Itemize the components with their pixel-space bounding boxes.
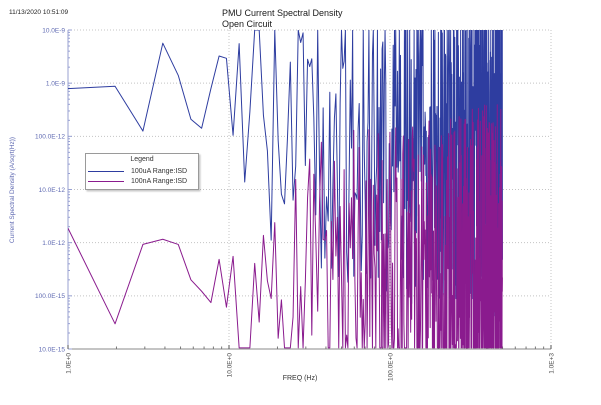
- timestamp: 11/13/2020 10:51:09: [9, 9, 69, 16]
- x-tick-label: 1.0E+0: [66, 353, 73, 374]
- y-tick-label: 100.0E-15: [35, 293, 65, 300]
- y-tick-label: 10.0E-9: [42, 27, 65, 34]
- chart-title: PMU Current Spectral Density: [222, 8, 343, 18]
- x-tick-label: 100.0E+0: [388, 353, 395, 381]
- series-lines: [68, 30, 503, 349]
- legend-title: Legend: [130, 156, 154, 163]
- y-tick-label: 100.0E-12: [35, 134, 65, 141]
- x-tick-label: 10.0E+0: [227, 353, 234, 378]
- legend-label: 100uA Range:ISD: [131, 167, 188, 175]
- y-tick-label: 1.0E-12: [42, 240, 65, 247]
- chart-subtitle: Open Circuit: [222, 19, 273, 29]
- legend-item: 100nA Range:ISD: [86, 176, 198, 186]
- series-line-100na-range-isd: [68, 104, 503, 349]
- axes: [67, 29, 552, 350]
- y-tick-label: 1.0E-9: [46, 80, 66, 87]
- y-axis-title: Current Spectral Density (A/sqrt(Hz)): [9, 137, 16, 243]
- y-tick-label: 10.0E-15: [39, 346, 66, 353]
- legend: Legend 100uA Range:ISD 100nA Range:ISD: [85, 153, 199, 190]
- legend-line-swatch-blue: [88, 170, 124, 172]
- y-tick-label: 10.0E-12: [39, 187, 66, 194]
- legend-line-swatch-purple: [88, 180, 124, 182]
- tick-labels: 10.0E-9 1.0E-9 100.0E-12 10.0E-12 1.0E-12 100…: [35, 27, 556, 381]
- x-axis-title: FREQ (Hz): [283, 375, 318, 382]
- legend-label: 100nA Range:ISD: [131, 177, 188, 185]
- x-tick-label: 1.0E+3: [549, 353, 556, 374]
- legend-item: 100uA Range:ISD: [86, 166, 198, 176]
